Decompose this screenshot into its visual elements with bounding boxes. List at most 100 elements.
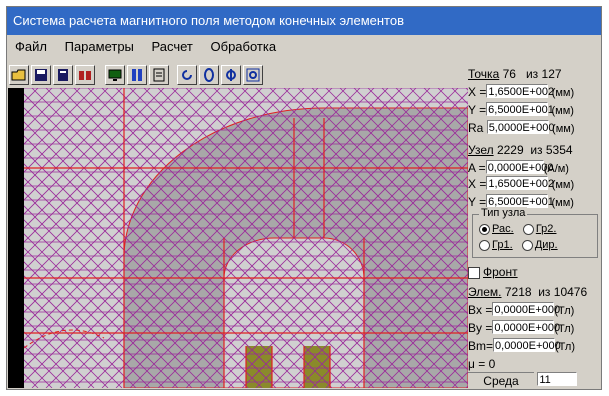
node-index: 2229 — [496, 143, 524, 157]
medium-label: Среда — [468, 372, 534, 389]
coil-left — [246, 346, 272, 388]
node-type-group-label: Тип узла — [479, 207, 528, 219]
mesh-line — [24, 88, 95, 159]
node-x-label: X = — [468, 177, 487, 191]
print-button[interactable] — [53, 65, 73, 85]
point-ra-field[interactable]: 5,0000E+000 — [486, 120, 555, 134]
find-button[interactable] — [75, 65, 95, 85]
element-bm-unit: (Тл) — [555, 341, 575, 353]
rotate-button[interactable] — [177, 65, 197, 85]
node-y-unit: (мм) — [551, 197, 574, 209]
window-region — [223, 237, 365, 388]
point-label[interactable]: Точка — [468, 67, 500, 81]
node-label[interactable]: Узел — [468, 143, 494, 157]
mesh-line — [297, 88, 468, 259]
mesh-line — [31, 88, 333, 388]
point-y-field[interactable]: 6,5000E+001 — [486, 102, 554, 116]
radio-ras-dot — [479, 223, 490, 235]
left-scroll-strip[interactable] — [8, 88, 24, 388]
node-type-group: Тип узла Рас. Гр2. Гр1. Дир. — [472, 207, 598, 258]
menu-file[interactable]: Файл — [15, 39, 47, 54]
mesh-line — [157, 88, 459, 388]
save-icon — [35, 69, 47, 81]
mesh-line — [241, 88, 468, 315]
mesh-line — [199, 88, 468, 357]
radio-gr2[interactable]: Гр2. — [522, 223, 556, 235]
layers-button[interactable] — [149, 65, 169, 85]
mesh-line — [24, 289, 123, 388]
monitor-icon — [108, 69, 122, 81]
element-by-label: By = — [468, 321, 493, 335]
node-y-label: Y = — [468, 195, 487, 209]
window-title: Система расчета магнитного поля методом … — [7, 7, 601, 35]
mesh-line — [24, 331, 81, 388]
mesh-line — [269, 88, 468, 287]
mesh-line — [409, 88, 468, 147]
phi-button[interactable] — [221, 65, 241, 85]
node-a-unit: (А/м) — [543, 163, 569, 175]
mesh-line — [395, 88, 468, 161]
menu-bar: Файл Параметры Расчет Обработка — [7, 36, 601, 58]
mesh-line — [24, 88, 137, 201]
monitor-button[interactable] — [105, 65, 125, 85]
element-by-field[interactable]: 0,0000E+000 — [492, 320, 561, 334]
point-total: 127 — [541, 67, 562, 81]
mesh-line — [24, 88, 123, 187]
element-index: 7218 — [504, 285, 532, 299]
mesh-line — [101, 88, 403, 388]
front-checkbox-box — [468, 266, 480, 279]
mesh-line — [24, 121, 291, 388]
circle-button[interactable] — [199, 65, 219, 85]
element-bm-label: Bm= — [468, 339, 494, 353]
layers-icon — [153, 68, 165, 82]
element-total: 10476 — [553, 285, 588, 299]
menu-calculation[interactable]: Расчет — [151, 39, 193, 54]
mesh-line — [283, 88, 468, 273]
find-icon — [79, 71, 91, 80]
coil-right — [304, 346, 330, 388]
radio-gr2-dot — [522, 223, 534, 235]
columns-button[interactable] — [127, 65, 147, 85]
radio-gr1[interactable]: Гр1. — [479, 239, 513, 251]
phi-grid-button[interactable] — [243, 65, 263, 85]
medium-field[interactable]: 11 — [537, 372, 578, 386]
circle-icon — [204, 68, 214, 82]
mesh-line — [367, 287, 468, 388]
save-button[interactable] — [31, 65, 51, 85]
radio-ras[interactable]: Рас. — [479, 223, 514, 235]
mesh-line — [24, 149, 263, 388]
menu-processing[interactable]: Обработка — [210, 39, 277, 54]
menu-parameters[interactable]: Параметры — [64, 39, 134, 54]
node-a-field[interactable]: 0,0000E+000 — [485, 160, 554, 174]
mesh-line — [24, 93, 319, 388]
front-checkbox[interactable]: Фронт — [468, 264, 518, 280]
open-button[interactable] — [9, 65, 29, 85]
radio-dir[interactable]: Дир. — [521, 239, 558, 251]
toolbar — [9, 63, 467, 89]
node-x-unit: (мм) — [551, 179, 575, 191]
point-x-label: X = — [468, 85, 487, 99]
point-x-field[interactable]: 1,6500E+002 — [486, 84, 555, 98]
node-a-label: A = — [468, 161, 486, 175]
mesh-line — [171, 88, 468, 385]
mesh-line — [24, 303, 109, 388]
mesh-line — [325, 245, 468, 388]
element-bx-field[interactable]: 0,0000E+000 — [492, 302, 561, 316]
mesh-line — [24, 233, 179, 388]
element-bm-field[interactable]: 0,0000E+000 — [493, 338, 561, 352]
element-label[interactable]: Элем. — [468, 285, 502, 299]
element-bx-unit: (Тл) — [554, 305, 575, 317]
mesh-line — [339, 88, 468, 217]
mesh-line — [255, 88, 468, 301]
front-label: Фронт — [483, 265, 518, 279]
element-of-label: из — [538, 285, 551, 299]
node-x-field[interactable]: 1,6500E+002 — [486, 176, 555, 190]
mesh-line — [24, 88, 165, 229]
mesh-line — [24, 88, 151, 215]
mesh-line — [311, 88, 468, 245]
node-y-field[interactable]: 6,5000E+001 — [486, 194, 554, 208]
mesh-canvas[interactable] — [24, 88, 468, 388]
mesh-line — [227, 88, 468, 329]
mesh-line — [24, 177, 235, 388]
point-ra-label: Ra — [468, 121, 484, 135]
